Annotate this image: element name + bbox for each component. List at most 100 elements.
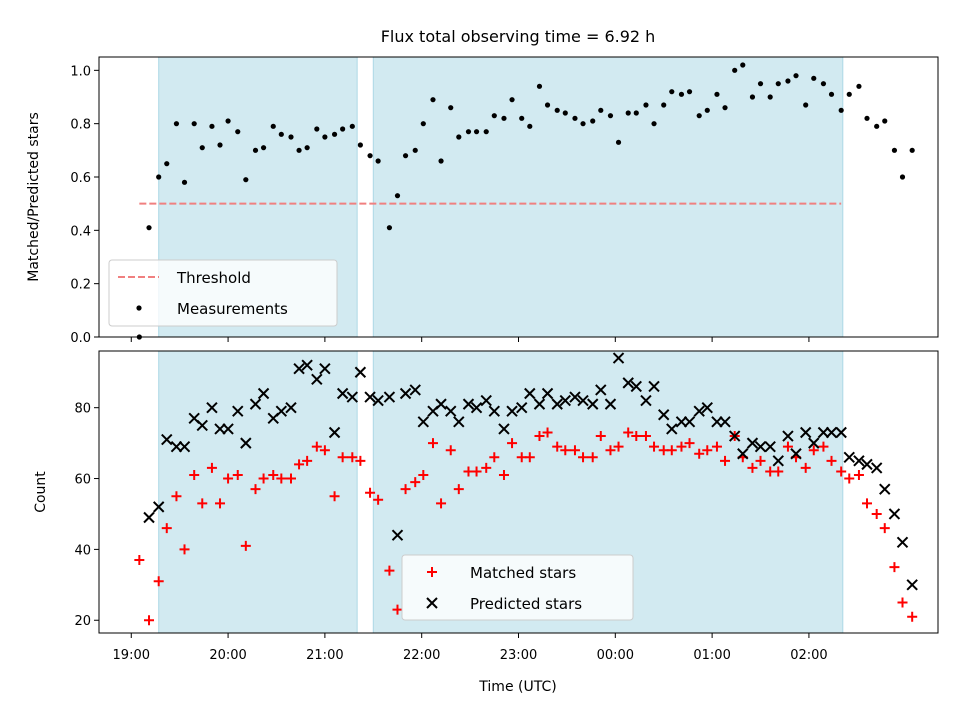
measurement-point: [838, 107, 844, 113]
matched-star-point: [649, 441, 660, 452]
predicted-star-point: [701, 401, 713, 414]
measurement-point: [864, 115, 870, 121]
legend-matched-swatch: [427, 567, 437, 577]
predicted-star-point: [470, 401, 483, 414]
matched-star-point: [889, 562, 900, 573]
measurement-point: [749, 94, 756, 100]
observing-window: [372, 56, 844, 338]
x-tick-label: 23:00: [500, 648, 537, 663]
matched-star-point: [578, 452, 589, 463]
matched-star-point: [153, 576, 164, 587]
matched-star-point: [250, 484, 261, 495]
measurement-point: [304, 145, 310, 151]
measurement-point: [554, 107, 560, 113]
measurement-point: [402, 153, 409, 159]
measurement-point: [288, 134, 294, 140]
predicted-star-point: [319, 363, 331, 375]
x-tick-label: 02:00: [790, 648, 827, 663]
matched-star-point: [702, 445, 713, 456]
measurement-point: [181, 179, 188, 185]
measurement-point: [909, 147, 915, 153]
measurement-point: [651, 121, 657, 127]
matched-star-point: [347, 452, 358, 463]
matched-star-point: [206, 462, 217, 473]
measurement-point: [191, 121, 197, 127]
matched-star-point: [613, 441, 624, 452]
predicted-star-point: [541, 387, 554, 400]
matched-star-point: [507, 438, 518, 449]
measurement-point: [438, 158, 444, 164]
matched-star-point: [542, 427, 553, 438]
predicted-star-point: [835, 426, 847, 439]
predicted-star-point: [336, 387, 349, 400]
matched-star-point: [481, 462, 492, 473]
matched-star-point: [534, 431, 545, 442]
predicted-star-point: [445, 405, 457, 417]
matched-star-point: [286, 473, 297, 484]
measurement-point: [607, 113, 614, 119]
y-tick-label: 0.6: [70, 171, 91, 186]
predicted-star-point: [577, 394, 589, 407]
predicted-star-point: [161, 433, 173, 446]
matched-star-point: [144, 615, 155, 626]
measurement-point: [375, 158, 381, 164]
matched-star-point: [276, 473, 287, 484]
measurement-point: [625, 110, 631, 116]
matched-star-point: [189, 469, 200, 480]
measurement-point: [686, 89, 693, 95]
matched-star-point: [836, 466, 847, 477]
measurement-point: [527, 123, 533, 129]
predicted-star-point: [666, 423, 678, 435]
predicted-star-point: [391, 529, 404, 541]
y-tick-label: 80: [74, 402, 91, 417]
predicted-star-point: [409, 384, 421, 396]
matched-star-point: [365, 487, 376, 498]
measurement-point: [270, 123, 276, 129]
predicted-star-point: [516, 401, 528, 414]
matched-star-point: [826, 455, 837, 466]
measurement-point: [349, 123, 355, 129]
measurement-point: [340, 126, 346, 132]
measurement-point: [669, 89, 675, 95]
matched-star-point: [427, 438, 438, 449]
measurement-point: [465, 129, 472, 135]
matched-star-point: [445, 445, 456, 456]
matched-star-point: [453, 484, 464, 495]
measurement-point: [785, 78, 791, 84]
matched-star-point: [853, 469, 864, 480]
measurement-point: [225, 118, 231, 124]
measurement-point: [278, 131, 284, 137]
measurement-point: [598, 107, 604, 113]
matched-star-point: [684, 438, 695, 449]
predicted-star-point: [301, 359, 313, 371]
predicted-star-point: [896, 536, 909, 549]
predicted-star-point: [728, 430, 741, 442]
predicted-star-point: [719, 416, 731, 428]
matched-star-point: [862, 498, 873, 509]
predicted-star-point: [453, 416, 465, 428]
chart-title: Flux total observing time = 6.92 h: [381, 27, 656, 46]
matched-star-point: [134, 555, 145, 566]
measurement-point: [456, 134, 462, 140]
measurement-point: [394, 193, 401, 199]
predicted-star-point: [879, 483, 891, 495]
predicted-star-point: [587, 398, 599, 410]
measurement-point: [252, 147, 259, 153]
predicted-star-point: [178, 440, 191, 453]
bottom-panel: 20 40 60 80 Count 19:00 20:00 21:00 22:00 23:00 00…: [33, 350, 939, 663]
matched-star-point: [436, 498, 447, 509]
measurement-point: [590, 118, 596, 124]
legend-label: Threshold: [176, 269, 251, 287]
matched-star-point: [223, 473, 234, 484]
matched-star-point: [808, 445, 819, 456]
measurement-point: [331, 131, 338, 137]
predicted-star-point: [346, 391, 359, 403]
matched-star-point: [897, 597, 908, 608]
measurement-point: [714, 91, 720, 97]
matched-star-point: [587, 452, 598, 463]
measurement-point: [473, 129, 480, 135]
measurement-point: [696, 113, 702, 119]
matched-star-point: [871, 508, 882, 519]
measurement-point: [562, 110, 568, 116]
